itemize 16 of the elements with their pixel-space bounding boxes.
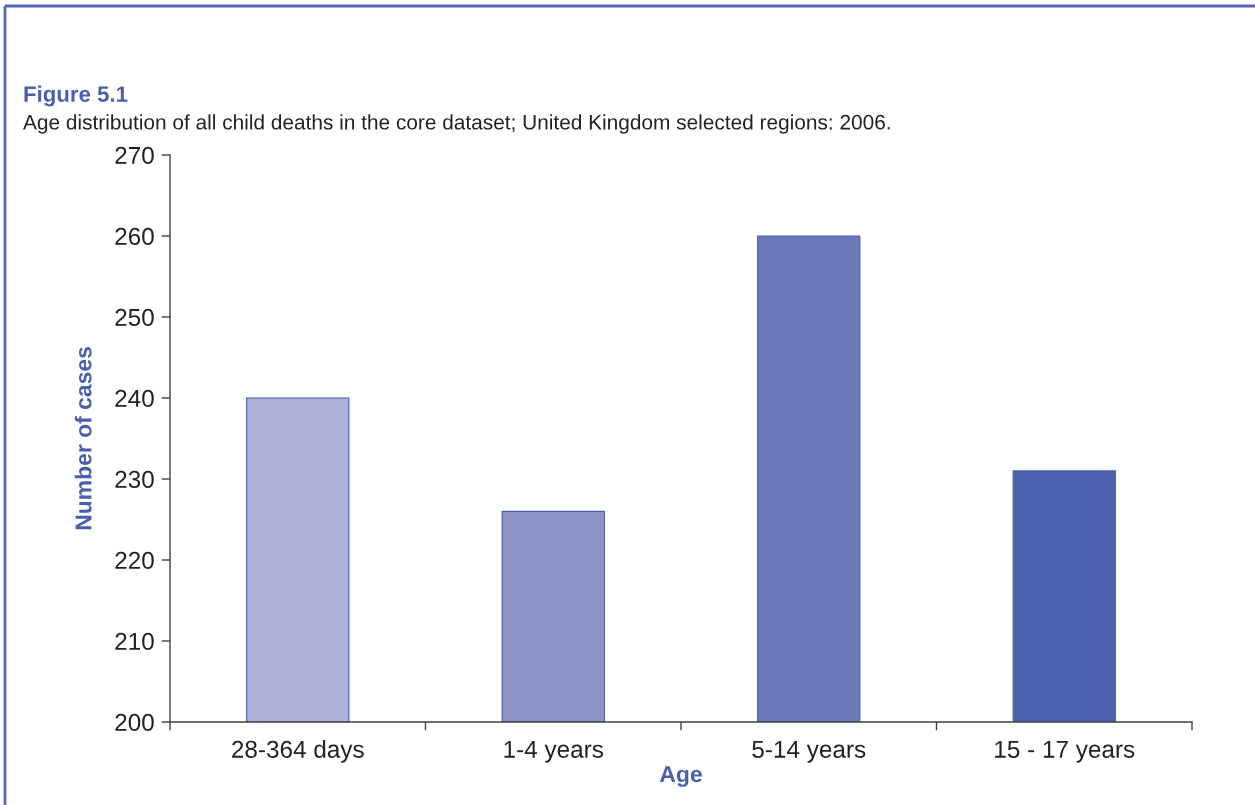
x-tick-label: 15 - 17 years [995, 740, 1135, 763]
y-tick-label: 250 [115, 308, 154, 327]
y-tick-label: 220 [115, 551, 154, 570]
y-tick-label: 200 [115, 713, 154, 732]
y-tick-label: 270 [115, 146, 154, 165]
x-axis-title: Age [659, 766, 702, 787]
y-tick-label: 240 [115, 389, 154, 408]
y-tick-label: 210 [115, 632, 154, 651]
x-tick-label: 28-364 days [232, 740, 364, 763]
y-tick-label: 230 [115, 470, 154, 489]
chart-subtitle: Age distribution of all child deaths in the core dataset; United Kingdom selected regions: 2006. [23, 114, 890, 134]
x-tick-label: 1-4 years [504, 740, 604, 763]
x-tick-label: 5-14 years [752, 740, 866, 763]
chart-title: Figure 5.1 [24, 85, 128, 107]
y-axis-title: Number of cases [74, 347, 92, 530]
y-tick-label: 260 [115, 227, 154, 246]
